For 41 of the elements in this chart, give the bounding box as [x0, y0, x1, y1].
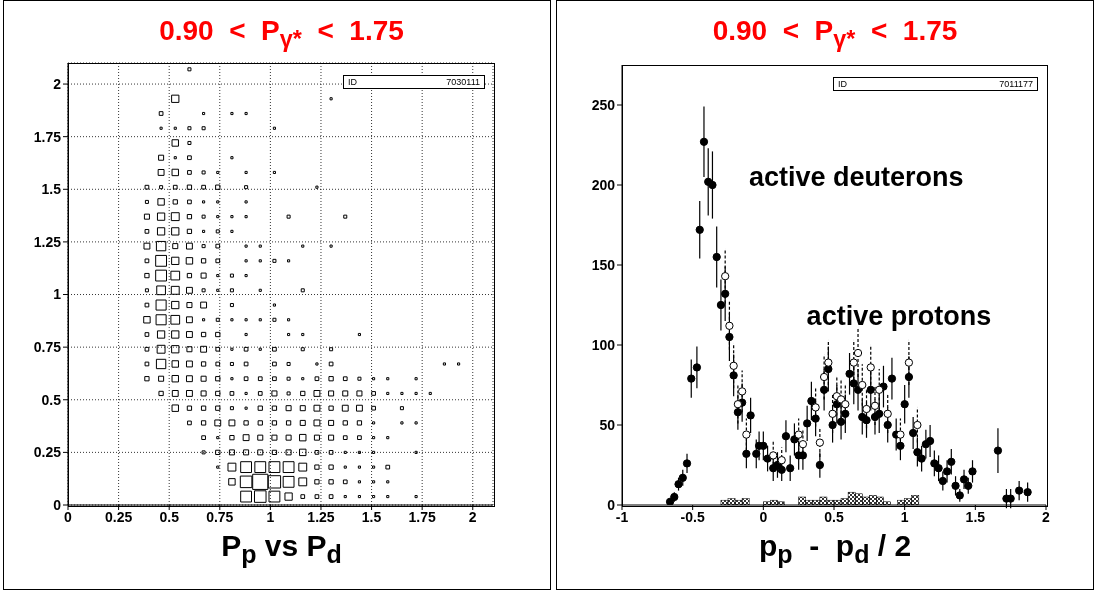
y-tick-label: 100: [591, 336, 616, 353]
annotation: active deuterons: [748, 161, 965, 193]
chart-title: 0.90 < P$_{γ*}$ < 1.75: [711, 15, 959, 53]
x-tick-label: 1: [266, 508, 275, 525]
y-tick-label: 0.25: [33, 444, 62, 461]
chart-title: 0.90 < P$_{γ*}$ < 1.75: [158, 15, 405, 53]
y-tick-label: 1: [53, 286, 62, 303]
annotation: 7011177: [999, 79, 1033, 89]
x-tick-label: 1.25: [307, 508, 335, 525]
x-tick-label: -1: [615, 508, 629, 525]
y-tick-label: 250: [591, 96, 616, 113]
x-tick-label: 0.5: [159, 508, 180, 525]
x-tick-label: 0.25: [104, 508, 133, 525]
y-tick-label: 1.75: [33, 128, 62, 145]
x-tick-label: 0.75: [206, 508, 234, 525]
x-axis-title: p$_{p}$ - p$_{d}$ / 2: [757, 529, 913, 569]
x-tick-label: 1: [900, 508, 909, 525]
annotation: active protons: [805, 301, 993, 333]
x-tick-label: 2: [468, 508, 477, 525]
x-tick-label: 0: [759, 508, 768, 525]
y-tick-label: 1.25: [33, 233, 62, 250]
x-tick-label: 2: [1042, 508, 1051, 525]
y-tick-label: 0: [53, 496, 62, 513]
x-tick-label: 0.5: [824, 508, 844, 525]
y-tick-label: 0.5: [41, 391, 62, 408]
x-axis-title: P$_{p}$ vs P$_{d}$: [220, 529, 343, 569]
y-tick-label: 2: [53, 76, 62, 93]
y-tick-label: 50: [599, 416, 616, 433]
x-tick-label: 0: [64, 508, 73, 525]
x-tick-label: 1.5: [361, 508, 382, 525]
x-tick-label: 1.5: [965, 508, 986, 525]
y-tick-label: 1.5: [41, 181, 62, 198]
y-tick-label: 200: [591, 176, 616, 193]
y-tick-label: 0.75: [33, 339, 62, 356]
x-tick-label: -0.5: [680, 508, 705, 525]
annotation: 7030111: [446, 77, 480, 87]
annotation: ID: [838, 79, 847, 89]
y-tick-label: 150: [591, 256, 616, 273]
x-tick-label: 1.75: [408, 508, 436, 525]
y-tick-label: 0: [607, 496, 616, 513]
annotation: ID: [348, 77, 357, 87]
